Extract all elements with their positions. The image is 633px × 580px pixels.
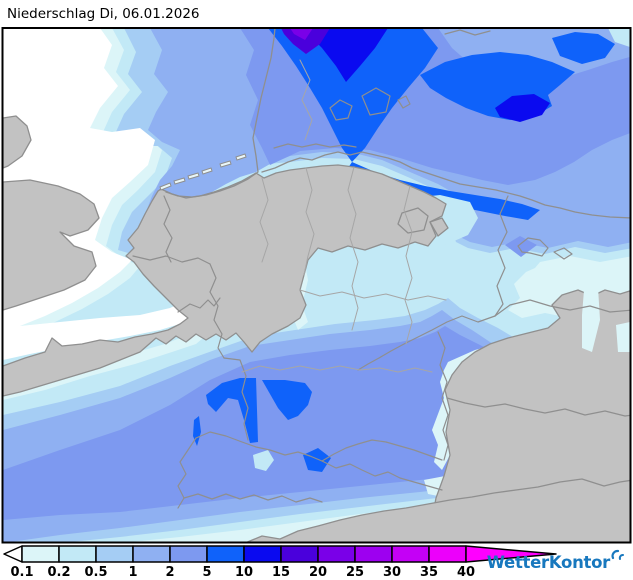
precip-spot-5-northeast: [552, 32, 615, 64]
svg-text:25: 25: [346, 565, 364, 580]
legend-cell: [206, 545, 245, 563]
svg-text:40: 40: [457, 565, 475, 580]
land-britain-north: [2, 115, 32, 169]
legend-cell: [317, 545, 356, 563]
precip-area-5-denmark: [268, 28, 438, 162]
border-at-hu: [437, 331, 449, 461]
land-britain-southeast: [2, 179, 100, 311]
legend-cell: [391, 545, 430, 563]
coast-baltic: [261, 151, 631, 219]
svg-text:20: 20: [309, 565, 327, 580]
map-title: Niederschlag Di, 06.01.2026: [7, 6, 200, 22]
border-de-at: [321, 439, 443, 462]
precip-pocket-south: [253, 450, 274, 471]
border-hu-sk: [446, 397, 631, 417]
island-ruegen: [517, 237, 549, 257]
svg-text:2: 2: [165, 565, 174, 580]
wadden-islands: [159, 153, 247, 191]
legend-cell: [95, 545, 134, 563]
island-funen: [329, 99, 353, 121]
legend-cell: [354, 545, 393, 563]
border-be-nl: [132, 255, 211, 265]
land-central-dry: [2, 164, 447, 397]
border-de-pl: [494, 195, 509, 317]
border-cz-pl: [494, 299, 631, 317]
svg-text:5: 5: [202, 565, 211, 580]
border-ch-north: [195, 431, 323, 462]
border-fr-de-rhine: [223, 357, 249, 441]
coast-north: [165, 28, 276, 198]
svg-text:0.1: 0.1: [10, 565, 33, 580]
precip-area-20: [290, 28, 313, 40]
svg-text:0.2: 0.2: [47, 565, 70, 580]
svg-text:0.5: 0.5: [84, 565, 107, 580]
border-at-it: [321, 460, 443, 491]
precip-spot-2-east: [505, 236, 537, 257]
legend-arrow-above-max: [465, 545, 557, 563]
island-small-dk: [397, 95, 411, 109]
precip-area-5-southwest-2: [262, 380, 312, 420]
precipitation-map: [1, 27, 632, 544]
country-borders: [132, 28, 631, 509]
land-spot-poland-2: [429, 217, 449, 237]
precip-area-10-baltic: [495, 94, 550, 122]
legend-cell: [132, 545, 171, 563]
legend-arrow-below-min: [3, 545, 23, 563]
border-dk-de: [273, 143, 357, 149]
precip-channel-hungary-2: [616, 322, 630, 352]
land-italy-dry: [245, 478, 631, 542]
wetterkontor-swirl-icon: [611, 549, 624, 560]
border-de-cz: [357, 315, 496, 371]
precip-area-5-coast-lobe: [348, 162, 540, 220]
legend-cell: [243, 545, 282, 563]
precip-area-15: [281, 28, 330, 54]
wetterkontor-logo[interactable]: WetterKontor: [487, 549, 625, 572]
precip-area-5-southwest-1: [206, 378, 258, 443]
border-be-fr: [177, 297, 221, 313]
legend-cell: [58, 545, 97, 563]
legend-tick-labels: 0.1 0.2 0.5 1 2 5 10 15 20 25 30 35 40: [10, 565, 475, 580]
svg-text:10: 10: [235, 565, 253, 580]
svg-text:15: 15: [272, 565, 290, 580]
legend-cell: [428, 545, 467, 563]
legend-cell: [169, 545, 208, 563]
precipitation-legend: 0.1 0.2 0.5 1 2 5 10 15 20 25 30 35 40: [3, 545, 557, 580]
state-borders: [241, 59, 447, 373]
island-zealand: [361, 87, 391, 116]
map-frame: [1, 27, 632, 544]
precip-spot-5-alps: [303, 448, 331, 472]
precip-pocket-corner-ne: [608, 28, 631, 48]
legend-cell: [280, 545, 319, 563]
svg-text:30: 30: [383, 565, 401, 580]
island-usedom: [553, 247, 573, 260]
border-be-de: [209, 263, 225, 359]
border-nl-de: [163, 195, 173, 263]
wetterkontor-logo-text: WetterKontor: [486, 553, 611, 572]
coast-sweden-tip: [444, 29, 491, 36]
svg-text:1: 1: [128, 565, 137, 580]
svg-text:35: 35: [420, 565, 438, 580]
legend-cell: [21, 545, 60, 563]
precip-channel-hungary-1: [582, 287, 600, 352]
border-ch-south: [183, 493, 323, 503]
